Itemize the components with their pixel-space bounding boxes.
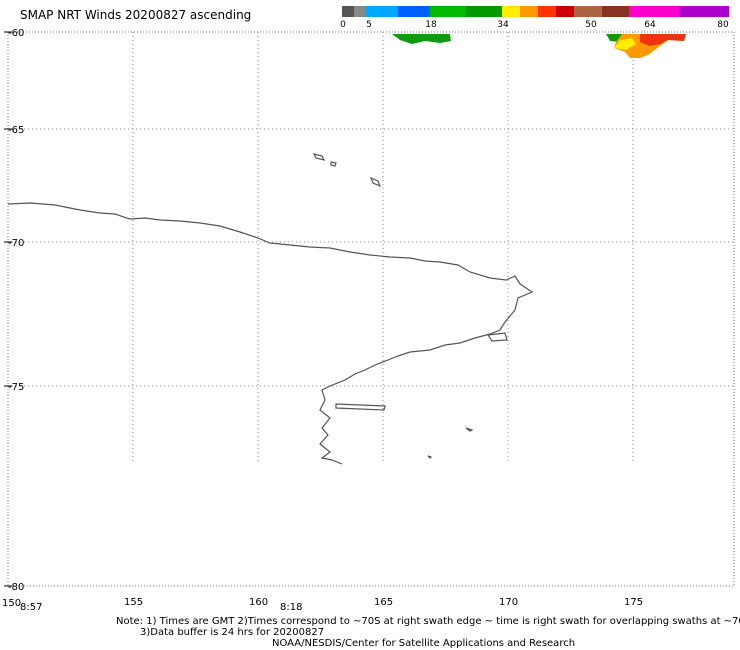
map-frame [7,31,735,587]
lat-label-80: -80 [8,582,24,593]
wind-speed-colorbar [342,6,729,17]
note-line-3: NOAA/NESDIS/Center for Satellite Applica… [272,638,576,649]
lat-ticks [4,31,12,587]
island-outline-5 [465,427,474,432]
wind-swath-green [392,34,451,44]
island-outline-3 [330,161,337,167]
note-line-2: 3)Data buffer is 24 hrs for 20200827 [140,627,325,638]
swath-time-2: 8:18 [280,602,302,613]
lon-gridlines [132,32,634,464]
island-outline-2 [312,153,326,161]
colorbar-tick-80: 80 [717,20,729,30]
lat-label-75: -75 [8,382,24,393]
lon-label-155: 155 [124,597,143,608]
lon-label-165: 165 [374,597,393,608]
wind-swath-yellow [614,38,636,50]
colorbar-tick-64: 64 [644,20,656,30]
island-outline-4 [369,176,382,188]
colorbar-tick-18: 18 [425,20,437,30]
ice-shelf-outline [335,403,386,411]
antarctic-coastline [7,202,534,465]
island-outline-6 [427,455,433,459]
lat-label-60: -60 [8,28,24,39]
colorbar-tick-34: 34 [497,20,509,30]
colorbar-tick-5: 5 [366,20,372,30]
lon-label-150: 150 [2,598,21,609]
lat-label-70: -70 [8,238,24,249]
wind-swath-red [640,34,686,46]
lon-label-175: 175 [624,597,643,608]
lon-label-170: 170 [499,597,518,608]
note-line-1: Note: 1) Times are GMT 2)Times correspon… [116,616,740,627]
colorbar-tick-50: 50 [585,20,597,30]
lat-label-65: -65 [8,125,24,136]
lon-label-160: 160 [249,597,268,608]
colorbar-tick-0: 0 [340,20,346,30]
lat-gridlines [8,128,734,387]
island-outline-1 [486,332,508,342]
swath-time-1: 8:57 [20,602,42,613]
map-title: SMAP NRT Winds 20200827 ascending [20,8,252,22]
